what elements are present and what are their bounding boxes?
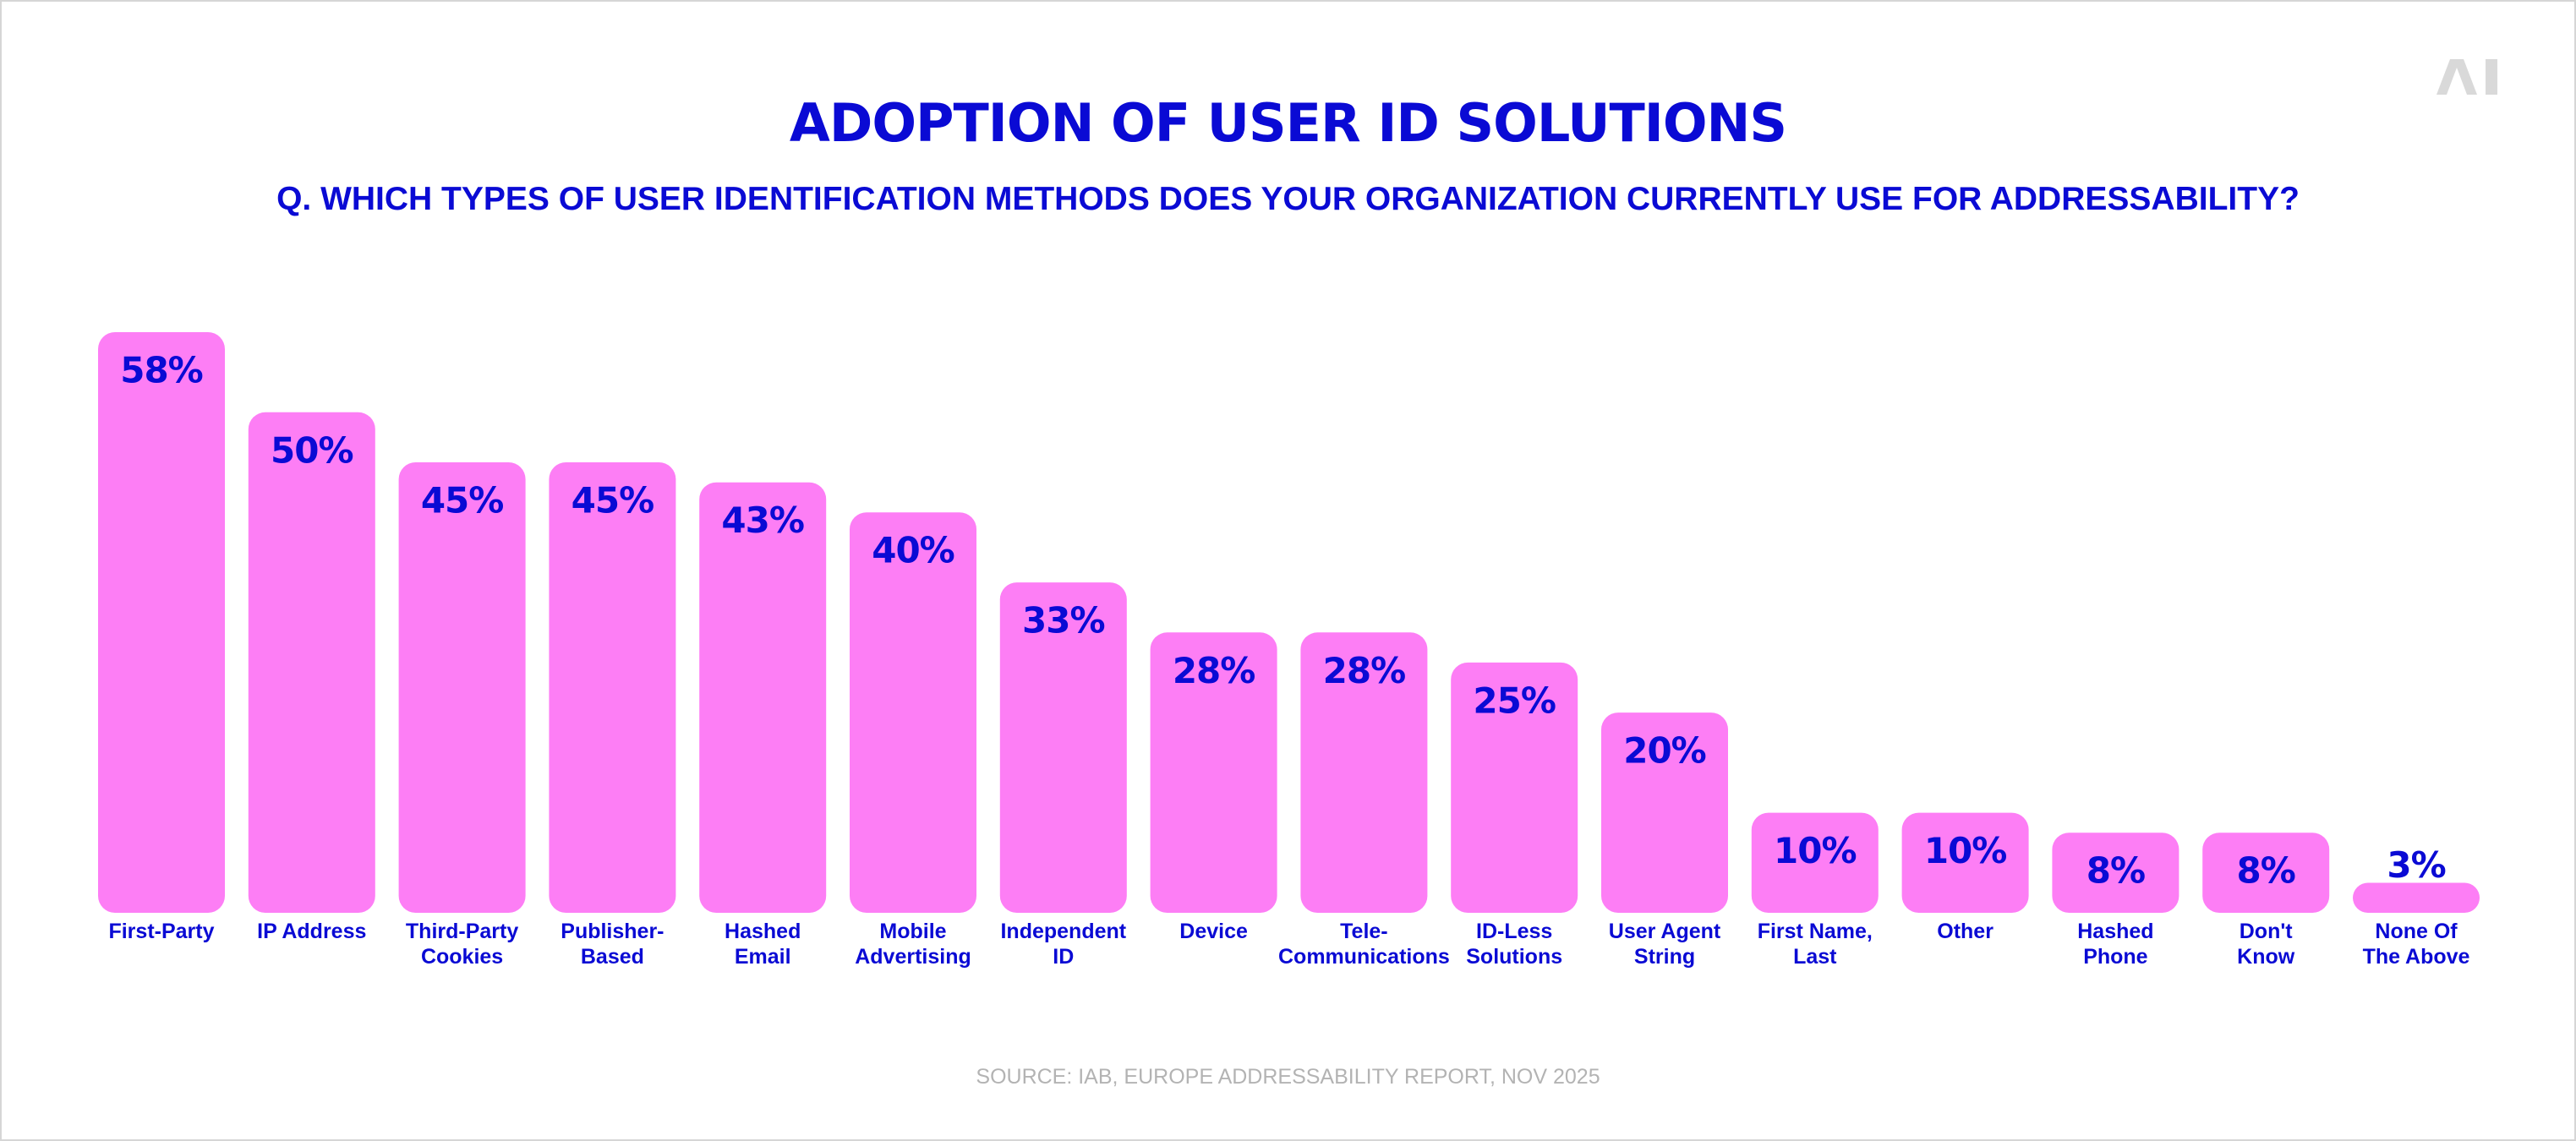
value-label: 28% (1323, 650, 1406, 691)
value-label: 58% (120, 350, 203, 391)
bar (1150, 632, 1277, 913)
bar (2202, 833, 2330, 913)
category-label: Independent ID (1000, 920, 1126, 969)
category-label-line: The Above (2363, 945, 2470, 969)
bar (1751, 812, 1879, 913)
category-label-line: Independent (1000, 920, 1126, 943)
category-label: None Of The Above (2363, 920, 2470, 969)
category-label: Third-Party Cookies (406, 920, 518, 969)
bar (1451, 662, 1578, 913)
bar-group: 50% IP Address (248, 412, 375, 943)
category-label-line: ID (1053, 945, 1074, 969)
category-label: Device (1179, 920, 1248, 943)
category-label-line: Third-Party (406, 920, 518, 943)
category-label-line: Tele- (1340, 920, 1388, 943)
category-label: Hashed Email (725, 920, 801, 969)
category-label-line: Know (2237, 945, 2295, 969)
category-label: ID-Less Solutions (1466, 920, 1562, 969)
category-label-line: IP Address (257, 920, 366, 943)
bar-group: 58% First-Party (98, 332, 225, 943)
category-label-line: Device (1179, 920, 1248, 943)
category-label-line: Last (1793, 945, 1837, 969)
category-label: IP Address (257, 920, 366, 943)
value-label: 8% (2237, 850, 2295, 892)
bar-group: 28% Tele-Communications (1278, 632, 1450, 969)
bar (248, 412, 375, 913)
category-label-line: String (1634, 945, 1695, 969)
category-label-line: Solutions (1466, 945, 1562, 969)
value-label: 8% (2087, 850, 2145, 892)
category-label-line: Other (1937, 920, 1994, 943)
bar-group: 3% None Of The Above (2353, 844, 2480, 969)
category-label: Mobile Advertising (855, 920, 971, 969)
category-label-line: Advertising (855, 945, 971, 969)
value-label: 45% (421, 480, 504, 521)
category-label-line: Hashed (2077, 920, 2153, 943)
bar-group: 45% Third-Party Cookies (398, 462, 526, 969)
value-label: 45% (572, 480, 654, 521)
category-label-line: Communications (1278, 945, 1450, 969)
category-label-line: Mobile (879, 920, 946, 943)
bar (1901, 812, 2029, 913)
category-label-line: Based (581, 945, 644, 969)
bar (1601, 712, 1728, 913)
bar (699, 482, 827, 913)
bar-group: 10% Other (1901, 812, 2029, 943)
category-label-line: Cookies (421, 945, 503, 969)
category-label-line: Publisher- (561, 920, 664, 943)
bar-group: 8% Hashed Phone (2052, 833, 2179, 969)
bar-group: 33% Independent ID (999, 582, 1127, 969)
bar (850, 512, 976, 913)
bar-group: 43% Hashed Email (699, 482, 827, 969)
bar (2052, 833, 2179, 913)
category-label-line: Phone (2083, 945, 2147, 969)
value-label: 3% (2387, 844, 2445, 886)
category-label: Other (1937, 920, 1994, 943)
source-note: SOURCE: IAB, EUROPE ADDRESSABILITY REPOR… (976, 1065, 1600, 1089)
value-label: 40% (872, 530, 954, 571)
value-label: 10% (1924, 830, 2007, 871)
bar-group: 40% Mobile Advertising (850, 512, 976, 969)
bar (98, 332, 225, 913)
value-label: 43% (721, 500, 804, 541)
category-label: First-Party (108, 920, 214, 943)
category-label: Don't Know (2237, 920, 2295, 969)
category-label: First Name, Last (1758, 920, 1873, 969)
category-label-line: None Of (2375, 920, 2458, 943)
ai-logo-icon (2437, 56, 2504, 98)
bar (549, 462, 676, 913)
bar (398, 462, 526, 913)
chart-subtitle: Q. WHICH TYPES OF USER IDENTIFICATION ME… (276, 181, 2300, 217)
value-label: 33% (1022, 600, 1105, 641)
bar-group: 20% User Agent String (1601, 712, 1728, 969)
value-label: 50% (271, 429, 353, 471)
bar (1300, 632, 1428, 913)
bar-group: 28% Device (1150, 632, 1277, 943)
category-label-line: Don't (2240, 920, 2294, 943)
bar-group: 10% First Name, Last (1751, 812, 1879, 969)
category-label-line: First Name, (1758, 920, 1873, 943)
category-label: Hashed Phone (2077, 920, 2153, 969)
category-label-line: Hashed (725, 920, 801, 943)
category-label-line: ID-Less (1476, 920, 1552, 943)
value-label: 25% (1473, 680, 1556, 721)
chart-title: ADOPTION OF USER ID SOLUTIONS (789, 92, 1787, 154)
value-label: 28% (1173, 650, 1255, 691)
value-label: 20% (1623, 730, 1706, 772)
value-label: 10% (1774, 830, 1857, 871)
bar (2353, 882, 2480, 913)
bar-group: 45% Publisher-Based (549, 462, 676, 969)
category-label: Tele-Communications (1278, 920, 1450, 969)
category-label-line: Email (735, 945, 791, 969)
category-label-line: First-Party (108, 920, 214, 943)
category-label: Publisher-Based (561, 920, 664, 969)
bar-group: 8% Don't Know (2202, 833, 2330, 969)
bar-group: 25% ID-Less Solutions (1451, 662, 1578, 969)
bar (999, 582, 1127, 913)
category-label: User Agent String (1609, 920, 1721, 969)
category-label-line: User Agent (1609, 920, 1721, 943)
